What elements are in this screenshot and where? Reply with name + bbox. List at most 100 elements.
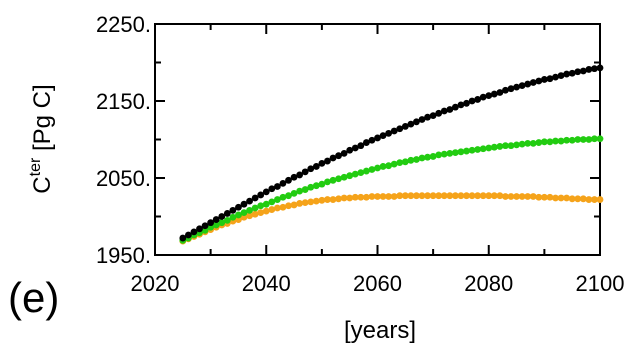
- data-point: [585, 196, 593, 203]
- data-point: [524, 193, 532, 200]
- data-point: [385, 129, 393, 137]
- data-point: [446, 106, 454, 113]
- data-point: [257, 191, 265, 199]
- data-point: [262, 207, 270, 215]
- data-point: [435, 109, 443, 117]
- data-point: [518, 193, 526, 200]
- data-point: [585, 66, 593, 73]
- data-point: [385, 193, 393, 200]
- data-point: [312, 182, 320, 190]
- data-point: [502, 142, 509, 150]
- data-point: [591, 196, 598, 203]
- data-point: [229, 206, 237, 214]
- data-point: [273, 204, 281, 212]
- data-point: [574, 68, 582, 76]
- data-point: [351, 193, 359, 201]
- data-point: [268, 206, 276, 213]
- data-point: [223, 210, 231, 217]
- data-point: [357, 193, 365, 201]
- data-point: [418, 192, 426, 200]
- data-point: [435, 151, 443, 159]
- data-point: [296, 187, 304, 195]
- y-axis-label-base: C: [29, 176, 56, 193]
- data-point: [385, 162, 393, 170]
- data-point: [563, 194, 571, 202]
- data-point: [407, 192, 415, 200]
- data-point: [379, 163, 387, 170]
- data-point: [507, 142, 515, 150]
- data-point: [446, 192, 454, 200]
- data-point: [596, 196, 604, 203]
- data-point: [179, 234, 187, 242]
- data-point: [524, 80, 532, 88]
- data-point: [257, 209, 265, 217]
- data-point: [535, 193, 543, 201]
- data-point: [312, 197, 320, 205]
- data-point: [268, 198, 276, 206]
- data-point: [418, 154, 426, 162]
- data-point: [496, 143, 504, 150]
- data-point: [340, 194, 348, 202]
- data-point: [407, 120, 415, 128]
- data-point: [485, 144, 493, 152]
- data-point: [357, 169, 365, 177]
- data-point: [268, 185, 276, 193]
- data-point: [552, 194, 559, 202]
- data-point: [390, 160, 398, 168]
- data-point: [490, 143, 498, 151]
- data-point: [502, 193, 509, 200]
- data-point: [307, 183, 315, 191]
- data-point: [440, 150, 448, 158]
- data-point: [262, 188, 270, 196]
- data-point: [307, 165, 315, 173]
- data-point: [479, 192, 487, 200]
- data-point: [340, 149, 348, 157]
- data-point: [235, 211, 242, 219]
- data-point: [529, 79, 537, 86]
- data-point: [440, 192, 448, 200]
- data-point: [568, 69, 576, 77]
- data-point: [296, 171, 304, 179]
- y-axis-label-superscript: ter: [27, 157, 44, 176]
- data-point: [324, 196, 331, 203]
- data-point: [273, 183, 281, 190]
- data-point: [446, 149, 454, 157]
- data-point: [218, 213, 226, 220]
- data-point: [262, 200, 270, 208]
- data-point: [457, 101, 465, 109]
- data-point: [429, 153, 437, 160]
- data-point: [535, 139, 543, 146]
- data-point: [223, 216, 231, 224]
- y-tick-label: 1950.: [96, 243, 151, 268]
- data-point: [552, 137, 559, 145]
- data-point: [346, 194, 354, 202]
- data-point: [301, 186, 309, 193]
- series: [179, 64, 604, 242]
- data-point: [524, 139, 532, 147]
- data-point: [424, 153, 431, 161]
- data-point: [557, 137, 565, 145]
- data-point: [251, 210, 259, 218]
- data-point: [212, 221, 220, 229]
- data-point: [507, 85, 515, 93]
- data-point: [379, 193, 387, 200]
- data-point: [324, 157, 331, 165]
- data-point: [463, 99, 470, 107]
- data-point: [540, 193, 548, 201]
- data-point: [312, 163, 320, 170]
- data-point: [585, 136, 593, 143]
- data-point: [351, 144, 359, 152]
- data-point: [257, 202, 265, 210]
- data-point: [451, 103, 459, 111]
- data-point: [318, 180, 326, 188]
- data-point: [390, 127, 398, 135]
- data-point: [413, 192, 420, 200]
- x-tick-labels: 2020 2040 2060 2080 2100: [131, 271, 625, 296]
- data-point: [440, 107, 448, 115]
- data-point: [468, 97, 476, 105]
- data-point: [307, 198, 315, 206]
- y-tick-label: 2150.: [96, 89, 151, 114]
- data-point: [401, 123, 409, 130]
- data-point: [207, 219, 215, 227]
- data-point: [418, 116, 426, 123]
